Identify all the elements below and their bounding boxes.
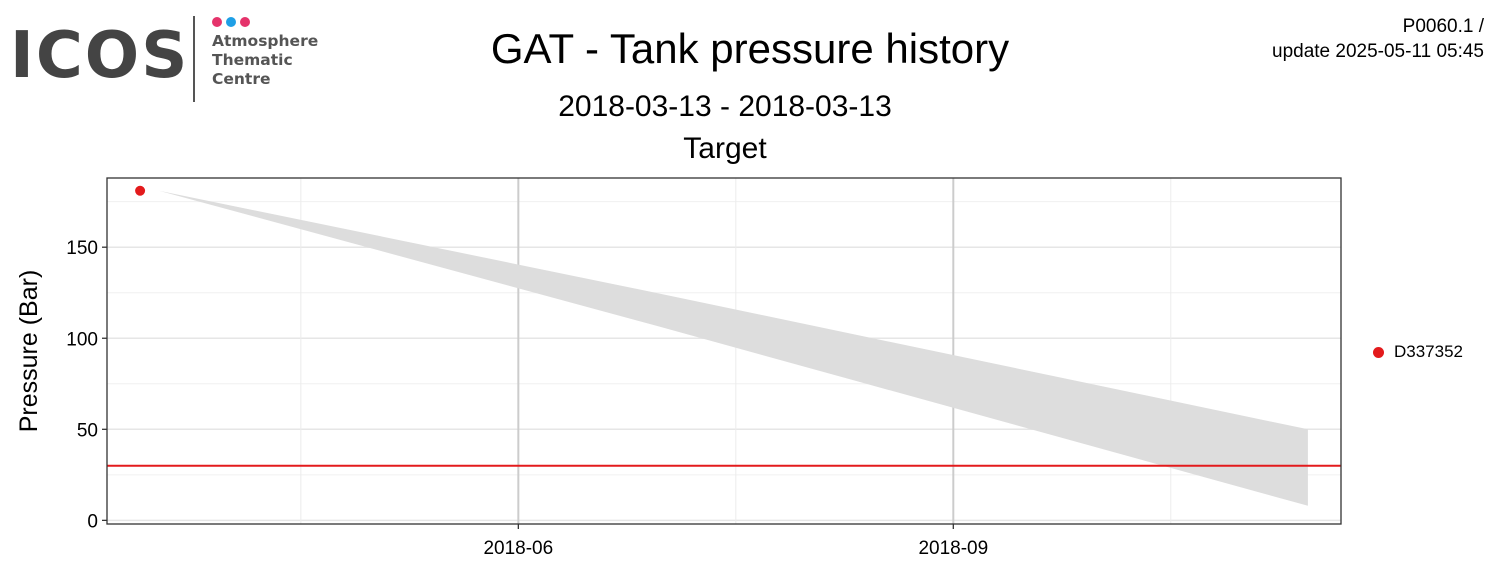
icos-wordmark: ICOS xyxy=(10,19,190,93)
icos-logo: ICOS Atmosphere Thematic Centre xyxy=(10,14,330,106)
y-tick-label: 50 xyxy=(77,420,98,441)
logo-dot-pink-2 xyxy=(240,17,250,27)
legend-marker xyxy=(1373,346,1384,358)
data-point xyxy=(135,185,146,196)
update-timestamp: update 2025-05-11 05:45 xyxy=(1272,41,1484,62)
version-info: P0060.1 / update 2025-05-11 05:45 xyxy=(1272,14,1484,64)
chart-title: Target xyxy=(683,132,767,165)
logo-text: Atmosphere Thematic Centre xyxy=(212,32,318,89)
logo-divider xyxy=(193,16,195,102)
x-tick-label: 2018-06 xyxy=(483,538,553,559)
logo-line-3: Centre xyxy=(212,70,271,88)
legend-label: D337352 xyxy=(1394,342,1464,361)
plot-border xyxy=(106,177,1342,525)
logo-line-1: Atmosphere xyxy=(212,32,319,50)
version-label: P0060.1 / xyxy=(1402,16,1484,37)
y-axis-label: Pressure (Bar) xyxy=(15,270,43,433)
legend: D337352 xyxy=(1373,341,1463,363)
y-tick-label: 150 xyxy=(66,238,98,259)
date-range: 2018-03-13 - 2018-03-13 xyxy=(558,90,892,123)
logo-line-2: Thematic xyxy=(212,51,293,69)
logo-dot-pink-1 xyxy=(212,17,222,27)
plot-background xyxy=(107,178,1341,524)
x-tick-label: 2018-09 xyxy=(918,538,988,559)
logo-dots-icon xyxy=(212,17,250,27)
y-tick-label: 100 xyxy=(66,329,98,350)
logo-dot-blue xyxy=(226,17,236,27)
y-tick-label: 0 xyxy=(87,511,98,532)
page-title: GAT - Tank pressure history xyxy=(490,25,1010,72)
